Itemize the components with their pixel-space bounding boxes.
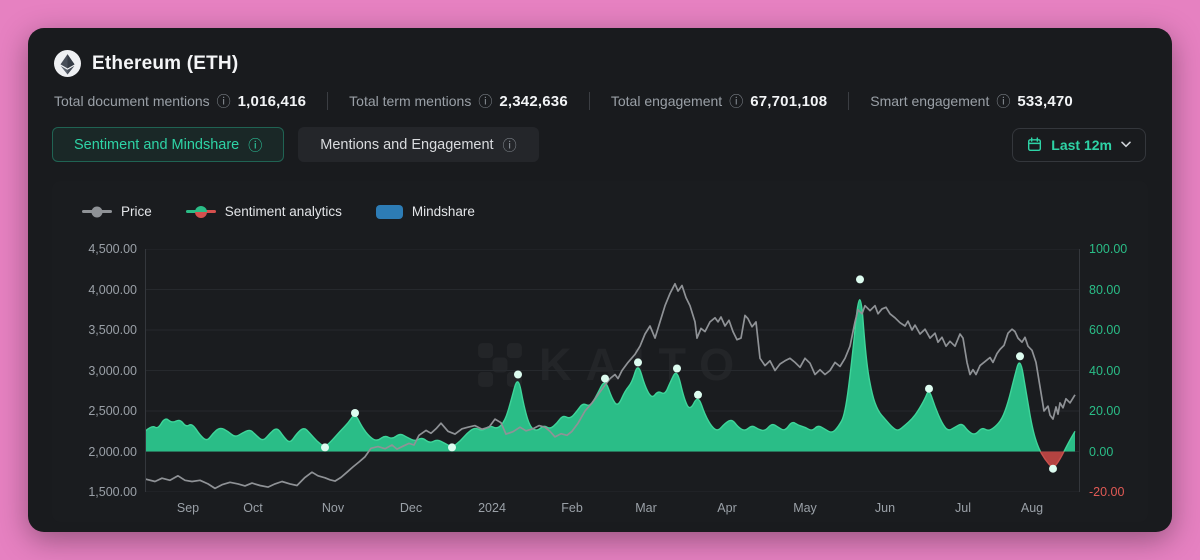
data-point-marker[interactable] (351, 409, 359, 417)
data-point-marker[interactable] (694, 390, 702, 399)
data-point-marker[interactable] (1049, 464, 1057, 473)
legend-item-price[interactable]: Price (82, 204, 152, 219)
data-point-marker[interactable] (673, 364, 681, 373)
x-axis-label: May (793, 501, 817, 515)
chevron-down-icon (1121, 141, 1131, 148)
info-icon[interactable]: ⓘ (996, 93, 1011, 110)
x-axis-label: Jul (955, 501, 971, 515)
info-icon[interactable]: ⓘ (248, 137, 263, 153)
x-axis-label: Feb (561, 501, 583, 515)
divider (327, 92, 329, 110)
data-point-marker[interactable] (321, 443, 329, 452)
info-icon[interactable]: ⓘ (478, 93, 493, 110)
stat-label: Total engagement (610, 93, 723, 109)
x-axis-label: Mar (635, 501, 657, 515)
calendar-icon (1028, 137, 1042, 152)
stat-total-engagement: Total engagement ⓘ 67,701,108 (611, 93, 827, 110)
stat-value: 1,016,416 (237, 92, 307, 110)
y-axis-left-label: 4,000.00 (88, 282, 137, 297)
stat-label: Smart engagement (870, 93, 990, 109)
ethereum-logo-icon (54, 50, 81, 77)
date-range-label: Last 12m (1051, 136, 1112, 153)
price-line-marker-icon (82, 206, 112, 217)
stat-value: 533,470 (1017, 92, 1073, 110)
stat-value: 2,342,636 (499, 92, 568, 110)
data-point-marker[interactable] (925, 384, 933, 393)
legend-label: Price (121, 204, 152, 219)
chart-legend: Price Sentiment analytics Mindshare (82, 204, 475, 219)
divider (588, 92, 590, 110)
date-range-button[interactable]: Last 12m (1012, 127, 1146, 162)
divider (848, 92, 850, 110)
stat-value: 67,701,108 (750, 92, 828, 110)
data-point-marker[interactable] (634, 358, 642, 367)
controls-row: Sentiment and Mindshare ⓘ Mentions and E… (52, 127, 1148, 162)
legend-item-sentiment-analytics[interactable]: Sentiment analytics (185, 204, 342, 219)
stat-total-document-mentions: Total document mentions ⓘ 1,016,416 (54, 93, 306, 110)
sentiment-line (144, 298, 1076, 452)
y-axis-right-label: 20.00 (1089, 404, 1121, 418)
stat-smart-engagement: Smart engagement ⓘ 533,470 (870, 93, 1073, 110)
card-header: Ethereum (ETH) (52, 50, 1148, 77)
y-axis-left-label: 3,000.00 (88, 363, 137, 378)
legend-item-mindshare[interactable]: Mindshare (375, 204, 475, 219)
chart-panel: Price Sentiment analytics Mindshare KAIT… (52, 181, 1148, 522)
x-axis-label: Oct (243, 501, 263, 515)
tab-label: Mentions and Engagement (320, 136, 494, 153)
data-point-marker[interactable] (856, 275, 864, 284)
y-axis-right-label: 60.00 (1089, 323, 1121, 337)
x-axis-label: Dec (399, 501, 423, 515)
y-axis-left-label: 2,500.00 (88, 404, 137, 418)
ethereum-analytics-card: Ethereum (ETH) Total document mentions ⓘ… (28, 28, 1172, 532)
tab-mentions-and-engagement[interactable]: Mentions and Engagement ⓘ (298, 127, 539, 162)
chart-plot[interactable] (144, 248, 1080, 493)
legend-label: Sentiment analytics (224, 204, 342, 219)
page-title: Ethereum (ETH) (92, 52, 239, 74)
y-axis-left-label: 2,000.00 (88, 444, 137, 459)
y-axis-right-label: 40.00 (1089, 363, 1121, 378)
y-axis-left-label: 1,500.00 (88, 485, 137, 499)
tab-label: Sentiment and Mindshare (74, 136, 240, 153)
x-axis-label: Aug (1020, 501, 1044, 515)
stat-label: Total document mentions (54, 93, 210, 109)
x-axis-label: Sep (176, 501, 200, 515)
x-axis-label: Nov (321, 501, 345, 515)
info-icon[interactable]: ⓘ (729, 93, 744, 110)
sentiment-area-positive (145, 299, 1075, 452)
y-axis-left-label: 4,500.00 (88, 242, 137, 256)
y-axis-right-label: -20.00 (1089, 485, 1125, 499)
sentiment-split-dot-marker-icon (185, 205, 216, 218)
data-point-marker[interactable] (1016, 352, 1024, 361)
y-axis-right-label: 100.00 (1089, 242, 1128, 256)
y-axis-right-label: 80.00 (1089, 282, 1121, 297)
y-axis-right-label: 0.00 (1089, 444, 1114, 459)
data-point-marker[interactable] (514, 370, 522, 379)
x-axis-label: 2024 (478, 501, 506, 515)
info-icon[interactable]: ⓘ (502, 137, 517, 153)
tab-sentiment-and-mindshare[interactable]: Sentiment and Mindshare ⓘ (52, 127, 285, 162)
data-point-marker[interactable] (448, 443, 456, 452)
legend-label: Mindshare (411, 204, 475, 219)
y-axis-left-label: 3,500.00 (88, 323, 137, 337)
x-axis-label: Apr (717, 501, 737, 515)
stat-total-term-mentions: Total term mentions ⓘ 2,342,636 (349, 93, 568, 110)
data-point-marker[interactable] (601, 374, 609, 383)
stats-row: Total document mentions ⓘ 1,016,416 Tota… (52, 92, 1148, 110)
price-line (144, 282, 1076, 490)
stat-label: Total term mentions (349, 93, 472, 109)
x-axis-label: Jun (874, 501, 896, 515)
info-icon[interactable]: ⓘ (216, 93, 231, 110)
mindshare-rect-marker-icon (375, 204, 403, 219)
